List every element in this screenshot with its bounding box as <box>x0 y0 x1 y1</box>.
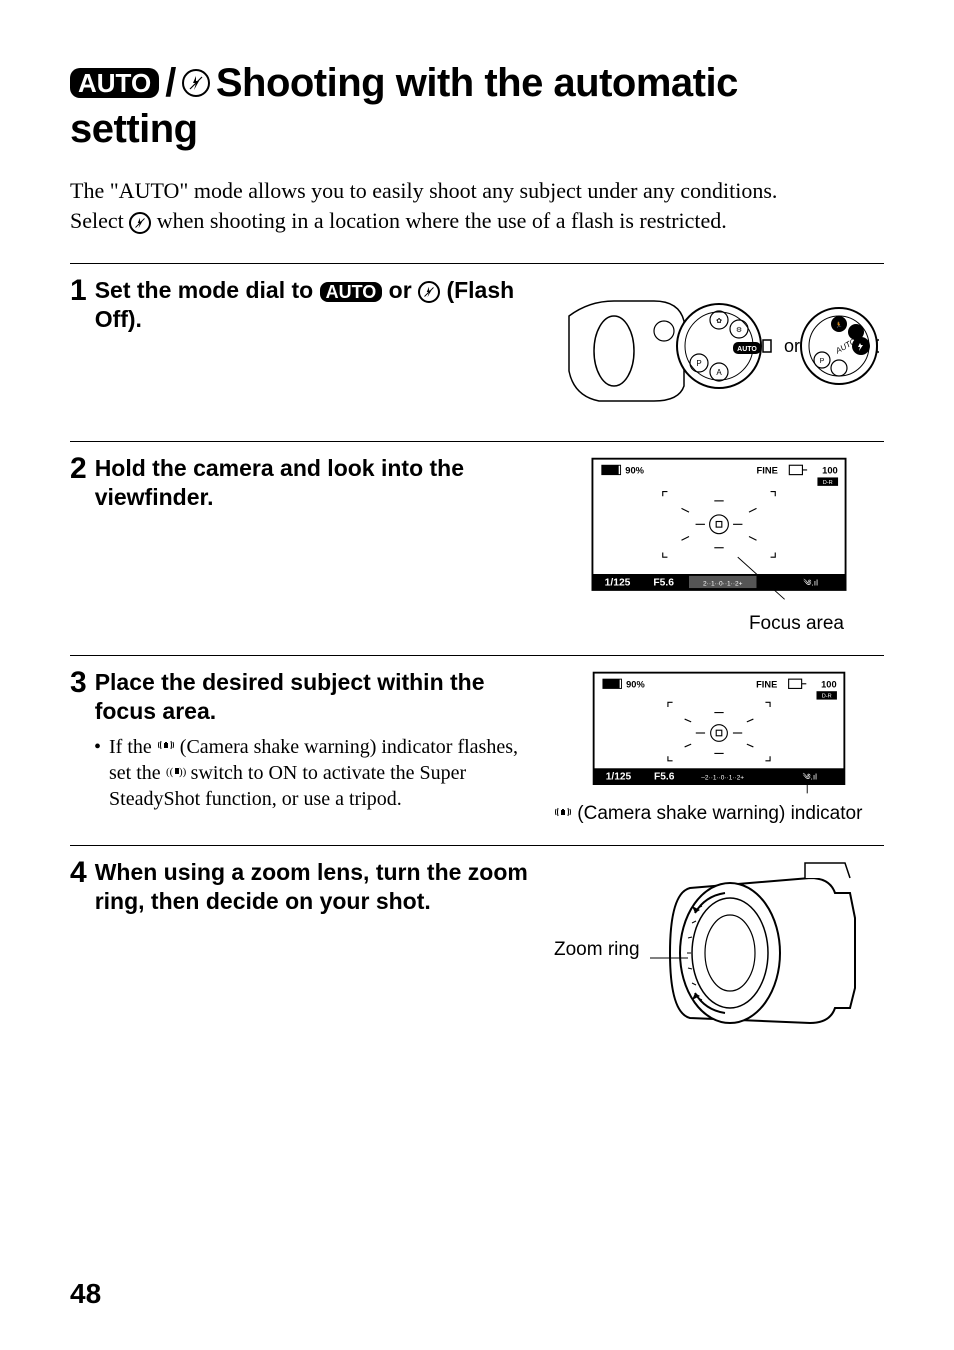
flash-off-icon <box>129 212 151 234</box>
step3-bullet-a: If the <box>109 736 157 758</box>
step-number: 1 <box>70 276 87 306</box>
step-2: 2 Hold the camera and look into the view… <box>70 441 884 655</box>
bullet-icon: • <box>94 734 101 812</box>
camera-shake-icon <box>554 805 572 824</box>
page-number: 48 <box>70 1278 101 1310</box>
step-title: Hold the camera and look into the viewfi… <box>95 454 534 512</box>
page-title-part2: setting <box>70 106 884 152</box>
svg-text:🏃: 🏃 <box>835 321 842 329</box>
viewfinder-illustration-2: 90% FINE 100 D-R <box>579 668 859 798</box>
auto-badge-icon: AUTO <box>320 282 383 302</box>
svg-text:((: (( <box>166 766 174 778</box>
shake-warning-caption: (Camera shake warning) indicator <box>554 803 884 825</box>
svg-text:P: P <box>696 359 701 368</box>
step-title: When using a zoom lens, turn the zoom ri… <box>95 858 534 916</box>
step1-title-b: or <box>389 277 418 303</box>
svg-text:1/125: 1/125 <box>605 578 631 589</box>
step-number: 3 <box>70 668 87 698</box>
step-number: 4 <box>70 858 87 888</box>
svg-text:FINE: FINE <box>757 466 778 476</box>
step3-bullet: • If the (Camera shake warning) indicato… <box>94 734 534 812</box>
svg-text:–2··1··0··1··2+: –2··1··0··1··2+ <box>701 775 744 782</box>
svg-text:P: P <box>820 358 825 365</box>
viewfinder-illustration: 90% FINE 100 D-R <box>579 454 859 604</box>
intro-text: The "AUTO" mode allows you to easily sho… <box>70 176 884 235</box>
step-title: Set the mode dial to AUTO or (Flash Off)… <box>95 276 534 334</box>
svg-text:90%: 90% <box>626 680 645 690</box>
svg-text:90%: 90% <box>625 466 644 476</box>
svg-text:1/125: 1/125 <box>606 772 632 783</box>
flash-off-icon <box>418 281 440 303</box>
svg-text:A: A <box>716 368 722 377</box>
zoom-ring-caption: Zoom ring <box>554 939 640 961</box>
svg-text:F5.6: F5.6 <box>654 772 675 783</box>
auto-badge-icon: AUTO <box>70 68 159 98</box>
svg-text:༄.ıl: ༄.ıl <box>803 578 818 588</box>
step1-title-a: Set the mode dial to <box>95 277 320 303</box>
svg-text:༄.ıl: ༄.ıl <box>803 772 818 782</box>
svg-text:2··1··0··1··2+: 2··1··0··1··2+ <box>703 581 743 588</box>
svg-text:D-R: D-R <box>823 480 833 486</box>
mode-dial-illustration: ✿ ⚙ P A AUTO or 🏃 P AUT <box>559 276 879 416</box>
focus-area-caption: Focus area <box>554 613 884 635</box>
svg-text:⚙: ⚙ <box>736 326 742 334</box>
intro-line2b: when shooting in a location where the us… <box>157 208 727 233</box>
svg-text:100: 100 <box>822 466 838 476</box>
or-text: or <box>784 336 800 356</box>
title-slash: / <box>165 60 176 106</box>
step-4: 4 When using a zoom lens, turn the zoom … <box>70 845 884 1058</box>
svg-text:✿: ✿ <box>716 318 722 325</box>
steadyshot-icon: (()) <box>166 764 186 784</box>
intro-line1: The "AUTO" mode allows you to easily sho… <box>70 176 884 206</box>
step-title: Place the desired subject within the foc… <box>95 668 534 726</box>
svg-text:F5.6: F5.6 <box>653 578 674 589</box>
svg-text:D-R: D-R <box>822 694 832 700</box>
svg-text:)): )) <box>179 766 186 778</box>
step-number: 2 <box>70 454 87 484</box>
svg-text:100: 100 <box>821 680 836 690</box>
camera-shake-icon <box>157 738 175 759</box>
svg-text:AUTO: AUTO <box>737 346 757 353</box>
intro-line2a: Select <box>70 208 129 233</box>
page-title-block: AUTO / Shooting with the automatic setti… <box>70 60 884 152</box>
intro-line2: Select when shooting in a location where… <box>70 206 884 236</box>
flash-off-icon <box>182 69 210 97</box>
svg-text:FINE: FINE <box>756 680 777 690</box>
step-1: 1 Set the mode dial to AUTO or (Flash Of… <box>70 263 884 441</box>
shake-caption-text: (Camera shake warning) indicator <box>577 803 862 824</box>
zoom-lens-illustration <box>650 858 870 1038</box>
page-title-part1: Shooting with the automatic <box>216 60 738 106</box>
step-3: 3 Place the desired subject within the f… <box>70 655 884 845</box>
